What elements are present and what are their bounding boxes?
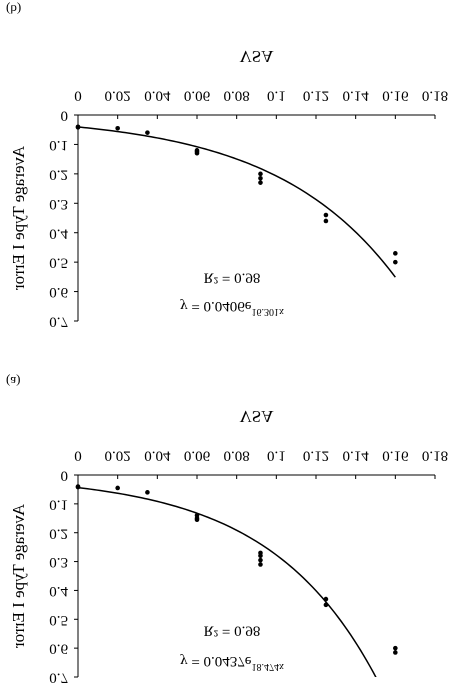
x-tick-label: 0.04 — [144, 448, 171, 464]
y-tick-label: 0.2 — [49, 525, 68, 541]
x-axis-title: VSA — [239, 47, 274, 66]
data-point — [258, 553, 263, 559]
y-tick-label: 0.6 — [49, 641, 68, 657]
data-point — [323, 602, 329, 608]
trend-equation: y = 0.0406e16.301x — [180, 298, 284, 317]
y-axis-title: Average Type I Error — [9, 504, 28, 648]
equation-exponent: 16.301x — [251, 306, 284, 317]
data-point — [194, 150, 200, 156]
x-tick-label: 0.12 — [303, 88, 329, 104]
y-tick-label: 0.2 — [49, 166, 68, 182]
y-tick-label: 0.5 — [49, 612, 68, 628]
x-tick-label: 0.08 — [224, 88, 250, 104]
trendline — [78, 126, 396, 278]
x-tick-label: 0.14 — [343, 88, 370, 104]
x-tick-label: 0.1 — [267, 448, 286, 464]
data-point — [393, 650, 398, 655]
y-tick-label: 0.5 — [49, 255, 68, 271]
data-point — [258, 557, 263, 563]
y-axis-title: Average Type I Error — [9, 146, 28, 290]
x-tick-label: 0.12 — [303, 448, 329, 464]
equation-text: y = 0.0437e — [180, 653, 252, 669]
x-tick-label: 0.16 — [382, 448, 409, 464]
trendline — [78, 486, 397, 677]
y-tick-label: 0.4 — [49, 225, 68, 241]
data-point — [258, 562, 263, 567]
data-point — [194, 517, 200, 523]
y-tick-label: 0 — [61, 108, 69, 124]
y-tick-label: 0.3 — [49, 554, 68, 570]
y-tick-label: 0 — [61, 468, 69, 484]
data-point — [115, 485, 120, 491]
y-tick-label: 0.4 — [49, 583, 68, 599]
data-point — [145, 490, 150, 495]
y-tick-label: 0.7 — [49, 670, 68, 683]
x-tick-label: 0 — [74, 448, 82, 464]
data-point — [393, 259, 398, 265]
panel-label: (b) — [6, 2, 21, 17]
y-tick-label: 0.3 — [49, 196, 68, 212]
panel-label: (a) — [6, 374, 20, 389]
data-point — [258, 171, 263, 177]
y-tick-label: 0.6 — [49, 284, 68, 300]
data-point — [323, 218, 329, 224]
data-point — [258, 175, 263, 181]
x-tick-label: 0.1 — [267, 88, 286, 104]
x-tick-label: 0.06 — [184, 88, 211, 104]
r-squared: R² = 0.98 — [204, 270, 261, 286]
equation-exponent: 18.474x — [251, 661, 284, 672]
x-tick-label: 0 — [74, 88, 82, 104]
data-point — [323, 596, 329, 602]
y-tick-label: 0.1 — [49, 496, 68, 512]
y-tick-label: 0.1 — [49, 137, 68, 153]
data-point — [393, 645, 398, 651]
x-tick-label: 0.18 — [422, 448, 448, 464]
x-tick-label: 0.06 — [184, 448, 211, 464]
x-tick-label: 0.14 — [343, 448, 370, 464]
x-tick-label: 0.04 — [144, 88, 171, 104]
data-point — [75, 484, 81, 490]
data-point — [323, 212, 329, 218]
x-tick-label: 0.16 — [382, 88, 409, 104]
data-point — [258, 180, 263, 185]
x-tick-label: 0.02 — [105, 88, 131, 104]
data-point — [115, 125, 120, 131]
data-point — [145, 130, 150, 135]
y-tick-label: 0.7 — [49, 314, 68, 330]
x-axis-title: VSA — [239, 407, 274, 426]
r-squared: R² = 0.98 — [204, 623, 261, 639]
x-tick-label: 0.18 — [422, 88, 448, 104]
data-point — [393, 251, 398, 256]
x-tick-label: 0.08 — [224, 448, 250, 464]
trend-equation: y = 0.0437e18.474x — [180, 653, 284, 672]
equation-text: y = 0.0406e — [180, 298, 252, 314]
data-point — [75, 125, 81, 130]
x-tick-label: 0.02 — [105, 448, 131, 464]
